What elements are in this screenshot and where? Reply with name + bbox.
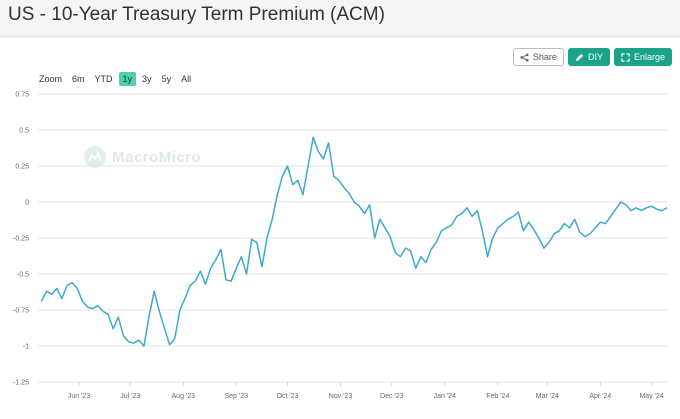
x-tick-label: Jan '24: [434, 393, 456, 400]
y-axis-ticks: 0.75 0.5 0.25 0 -0.25 -0.5 -0.75 -1 -1.25: [13, 92, 29, 387]
enlarge-button[interactable]: Enlarge: [613, 48, 672, 66]
zoom-3y-button[interactable]: 3y: [142, 74, 152, 84]
x-tick-label: Feb '24: [486, 393, 509, 400]
y-tick-label: 0.5: [19, 128, 29, 135]
y-tick-label: 0.75: [15, 92, 29, 99]
series-line[interactable]: [40, 136, 668, 347]
zoom-5y-button[interactable]: 5y: [161, 74, 172, 84]
y-tick-label: -0.5: [17, 272, 29, 279]
x-tick-label: Mar '24: [536, 393, 559, 400]
diy-button[interactable]: DIY: [567, 48, 610, 66]
y-tick-label: -0.75: [13, 308, 29, 315]
y-tick-label: -1: [23, 344, 29, 351]
x-tick-label: Oct '23: [277, 393, 299, 400]
macromicro-watermark: MacroMicro: [84, 146, 201, 168]
macromicro-logo-icon: [84, 146, 106, 168]
y-tick-label: -0.25: [13, 236, 29, 243]
zoom-6m-button[interactable]: 6m: [72, 74, 85, 84]
zoom-bar: Zoom 6m YTD 1y 3y 5y All: [39, 72, 195, 86]
chart-toolbar: Share DIY Enlarge: [512, 48, 672, 66]
x-tick-label: Sep '23: [225, 393, 249, 400]
grid-lines: [38, 93, 667, 383]
watermark-text: MacroMicro: [112, 148, 202, 166]
zoom-ytd-button[interactable]: YTD: [94, 74, 113, 84]
x-axis-ticks: Jun '23 Jul '23 Aug '23 Sep '23 Oct '23 Nov '…: [68, 382, 664, 400]
enlarge-label: Enlarge: [633, 52, 665, 62]
series-layer: [40, 136, 668, 347]
zoom-1y-button[interactable]: 1y: [118, 72, 137, 86]
chart-header: US - 10-Year Treasury Term Premium (ACM): [0, 0, 680, 37]
expand-icon: [621, 52, 630, 62]
x-tick-label: Apr '24: [589, 393, 611, 400]
x-tick-label: Nov '23: [329, 393, 353, 400]
x-tick-label: Jul '23: [120, 393, 140, 400]
zoom-label: Zoom: [39, 74, 63, 84]
diy-label: DIY: [587, 52, 603, 62]
y-tick-label: 0: [25, 200, 29, 207]
pencil-icon: [575, 53, 584, 61]
chart-title: US - 10-Year Treasury Term Premium (ACM): [8, 4, 385, 25]
x-tick-label: Jun '23: [68, 393, 90, 400]
share-icon: [520, 52, 529, 62]
x-tick-label: Aug '23: [172, 393, 196, 400]
zoom-all-button[interactable]: All: [181, 74, 192, 84]
share-button[interactable]: Share: [512, 48, 564, 66]
y-tick-label: 0.25: [15, 164, 29, 171]
y-tick-label: -1.25: [13, 380, 29, 387]
share-label: Share: [532, 52, 557, 62]
x-tick-label: Dec '23: [380, 393, 404, 400]
x-tick-label: May '24: [639, 393, 663, 400]
